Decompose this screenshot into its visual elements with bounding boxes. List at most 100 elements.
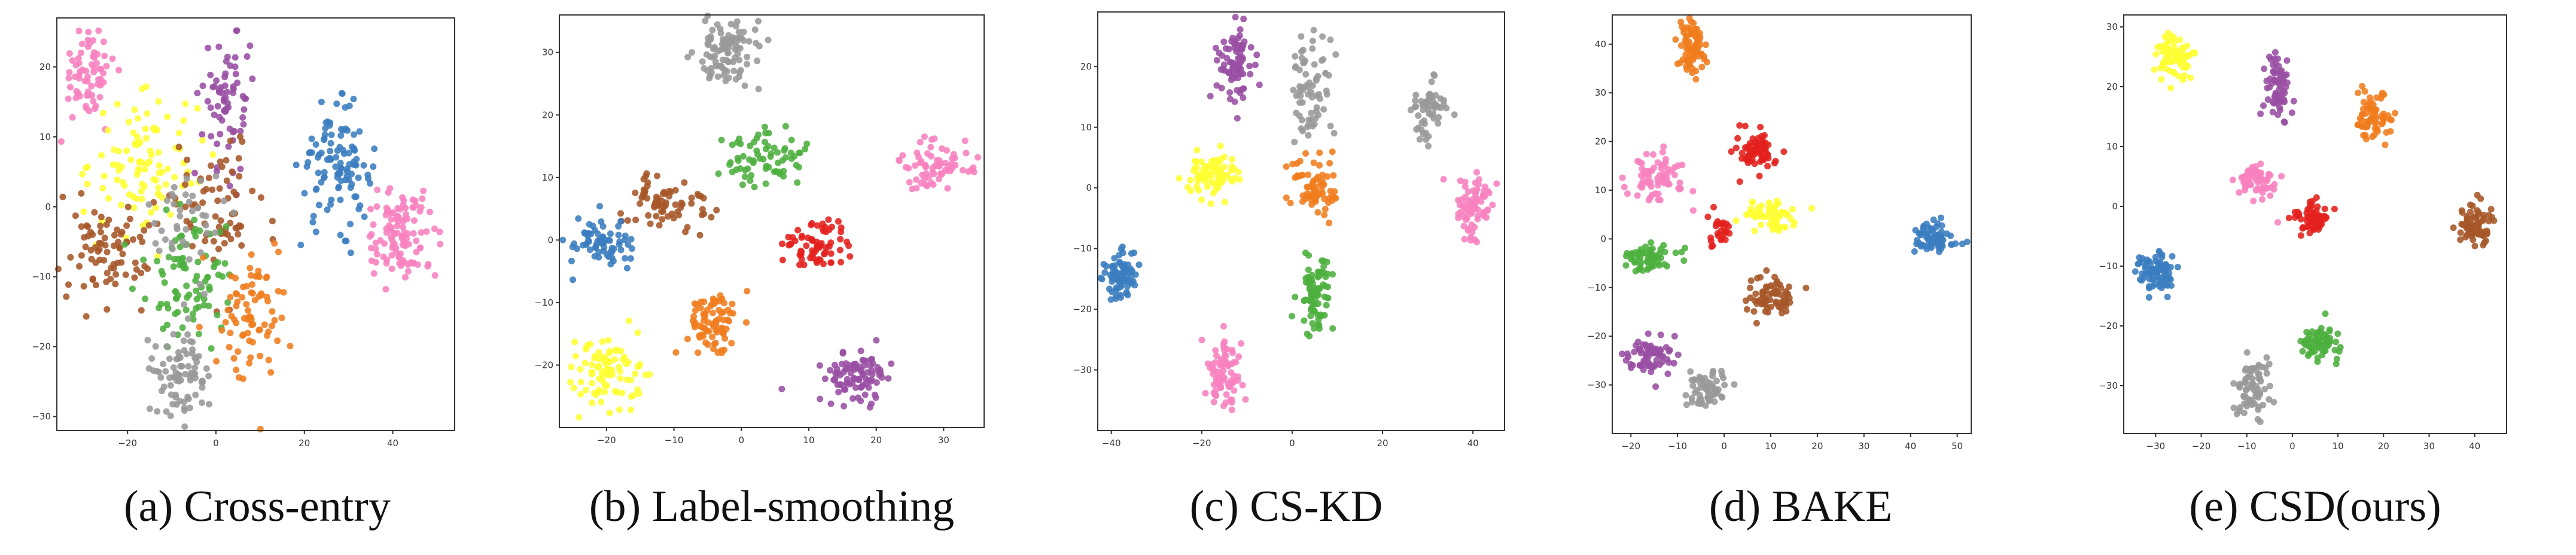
scatter-point-orange <box>1689 50 1696 57</box>
scatter-point-green <box>2333 339 2339 346</box>
scatter-point-gray <box>166 374 173 382</box>
scatter-point-brown <box>182 181 188 188</box>
x-tick-label: 0 <box>213 438 219 449</box>
scatter-point-red <box>1741 123 1749 130</box>
scatter-point-green <box>736 135 743 142</box>
scatter-point-pink <box>1480 209 1487 216</box>
scatter-point-blue <box>1912 227 1919 234</box>
scatter-point-yellow <box>1808 205 1815 212</box>
scatter-point-purple <box>859 356 866 364</box>
scatter-point-pink <box>2241 187 2248 194</box>
scatter-point-green <box>1321 293 1328 300</box>
scatter-point-purple <box>194 90 201 97</box>
scatter-point-orange <box>251 297 258 304</box>
scatter-point-orange <box>1694 37 1701 44</box>
scatter-point-purple <box>1226 89 1234 96</box>
scatter-point-yellow <box>155 149 162 156</box>
scatter-point-yellow <box>2157 65 2164 72</box>
scatter-point-pink <box>400 239 407 246</box>
scatter-point-purple <box>1237 50 1244 57</box>
scatter-point-blue <box>371 145 378 153</box>
scatter-point-blue <box>2161 264 2169 272</box>
scatter-point-yellow <box>612 347 619 355</box>
scatter-point-gray <box>191 364 199 371</box>
scatter-point-yellow <box>605 349 613 356</box>
scatter-point-pink <box>1210 381 1217 388</box>
scatter-point-gray <box>1713 377 1720 385</box>
scatter-point-blue <box>1112 268 1119 275</box>
scatter-point-brown <box>1802 285 1810 291</box>
scatter-point-gray <box>184 331 191 338</box>
scatter-point-brown <box>1747 277 1755 284</box>
scatter-point-purple <box>1237 26 1244 33</box>
scatter-point-gray <box>170 193 177 200</box>
scatter-point-gray <box>724 49 732 56</box>
scatter-point-yellow <box>105 127 111 134</box>
scatter-point-gray <box>2243 349 2251 356</box>
scatter-point-orange <box>696 334 704 341</box>
scatter-point-purple <box>214 103 221 110</box>
scatter-point-brown <box>653 193 660 200</box>
scatter-point-blue <box>338 90 345 97</box>
scatter-point-pink <box>1457 177 1464 184</box>
scatter-point-orange <box>233 291 240 298</box>
scatter-point-red <box>827 250 835 257</box>
scatter-point-blue <box>333 154 340 161</box>
scatter-point-pink <box>391 240 398 248</box>
scatter-point-pink <box>1645 167 1652 175</box>
scatter-point-gray <box>1683 401 1690 408</box>
scatter-point-pink <box>1239 382 1246 389</box>
scatter-point-red <box>838 258 844 266</box>
scatter-point-pink <box>75 75 83 82</box>
scatter-point-pink <box>916 139 924 146</box>
scatter-point-green <box>176 243 184 251</box>
scatter-point-pink <box>1655 190 1662 197</box>
scatter-point-pink <box>970 169 978 176</box>
scatter-point-brown <box>175 144 182 151</box>
scatter-point-red <box>785 233 792 240</box>
scatter-point-yellow <box>1732 217 1740 224</box>
scatter-point-purple <box>1624 350 1631 357</box>
scatter-point-gray <box>707 72 714 80</box>
scatter-point-yellow <box>142 126 149 132</box>
scatter-point-gray <box>185 199 193 206</box>
scatter-point-pink <box>72 62 80 69</box>
scatter-point-gray <box>170 184 178 191</box>
scatter-point-red <box>1707 237 1715 245</box>
scatter-point-orange <box>715 315 723 322</box>
scatter-point-blue <box>617 246 625 254</box>
scatter-point-brown <box>131 274 138 281</box>
scatter-point-green <box>771 168 778 175</box>
scatter-point-brown <box>98 240 105 247</box>
scatter-point-orange <box>729 310 736 317</box>
scatter-point-brown <box>2480 242 2487 249</box>
scatter-point-brown <box>1763 267 1770 274</box>
scatter-point-blue <box>2162 282 2169 289</box>
scatter-point-pink <box>2229 176 2236 184</box>
scatter-point-blue <box>344 127 351 134</box>
scatter-point-brown <box>122 271 129 278</box>
scatter-point-yellow <box>180 117 187 124</box>
scatter-point-orange <box>1324 173 1331 180</box>
scatter-point-pink <box>84 43 92 50</box>
scatter-point-yellow <box>164 166 171 173</box>
scatter-point-pink <box>1640 171 1648 178</box>
scatter-point-blue <box>575 215 582 222</box>
scatter-point-gray <box>2255 403 2262 410</box>
scatter-point-brown <box>1747 284 1753 291</box>
scatter-point-gray <box>185 256 193 263</box>
scatter-point-gray <box>717 30 724 36</box>
scatter-point-gray <box>182 191 189 198</box>
scatter-point-yellow <box>132 141 138 148</box>
scatter-point-pink <box>88 61 95 68</box>
scatter-point-yellow <box>2191 49 2198 56</box>
scatter-point-orange <box>255 273 263 280</box>
scatter-point-red <box>1758 152 1765 159</box>
scatter-point-brown <box>664 213 671 220</box>
scatter-point-brown <box>119 251 126 258</box>
scatter-point-yellow <box>1197 172 1204 179</box>
scatter-point-orange <box>1701 53 1707 60</box>
scatter-point-gray <box>688 49 695 56</box>
scatter-point-gray <box>187 377 194 384</box>
